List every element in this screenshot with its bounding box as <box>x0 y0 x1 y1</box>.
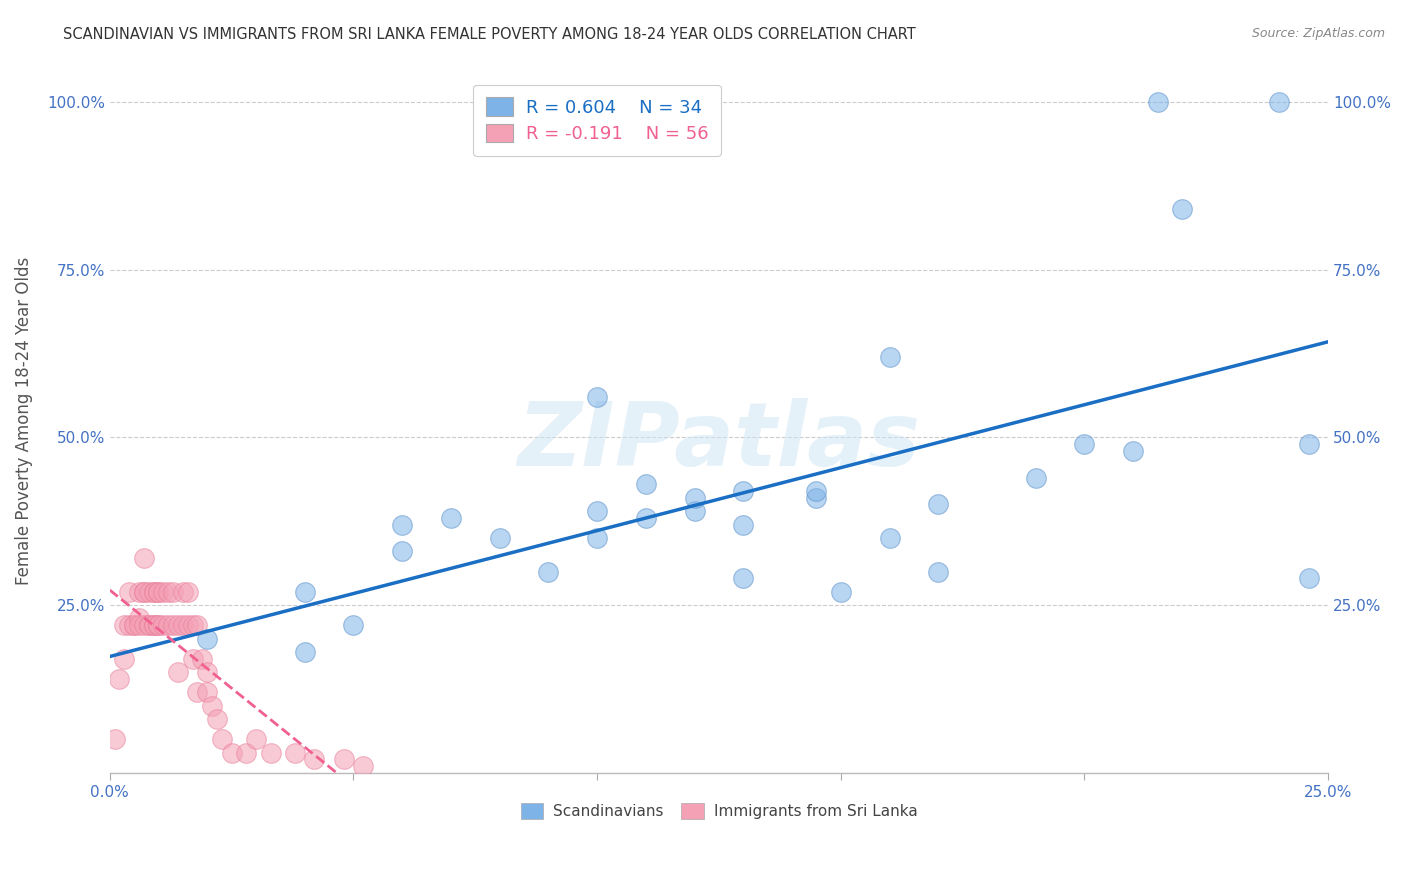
Point <box>128 611 150 625</box>
Point <box>391 544 413 558</box>
Point <box>191 651 214 665</box>
Point <box>132 584 155 599</box>
Point <box>1146 95 1168 109</box>
Point <box>108 672 131 686</box>
Point <box>879 350 901 364</box>
Point <box>128 618 150 632</box>
Point <box>201 698 224 713</box>
Point <box>142 618 165 632</box>
Point <box>1073 437 1095 451</box>
Point <box>167 618 190 632</box>
Point <box>245 732 267 747</box>
Point <box>284 746 307 760</box>
Point <box>683 504 706 518</box>
Point <box>927 565 949 579</box>
Point <box>733 517 755 532</box>
Point <box>586 504 609 518</box>
Point <box>132 584 155 599</box>
Point <box>118 618 141 632</box>
Point <box>195 665 218 680</box>
Point <box>342 618 364 632</box>
Point <box>162 618 184 632</box>
Point <box>927 498 949 512</box>
Point <box>332 752 354 766</box>
Point <box>352 759 374 773</box>
Point <box>1268 95 1291 109</box>
Point <box>304 752 326 766</box>
Point <box>148 584 170 599</box>
Y-axis label: Female Poverty Among 18-24 Year Olds: Female Poverty Among 18-24 Year Olds <box>15 257 32 585</box>
Point <box>138 618 160 632</box>
Text: ZIPatlas: ZIPatlas <box>517 398 921 485</box>
Point <box>104 732 127 747</box>
Point <box>1122 443 1144 458</box>
Point <box>122 618 145 632</box>
Point <box>830 584 852 599</box>
Point <box>132 551 155 566</box>
Point <box>181 618 204 632</box>
Point <box>259 746 281 760</box>
Point <box>391 517 413 532</box>
Point <box>683 491 706 505</box>
Point <box>112 651 135 665</box>
Point <box>138 618 160 632</box>
Point <box>195 632 218 646</box>
Point <box>142 584 165 599</box>
Point <box>142 618 165 632</box>
Point <box>205 712 228 726</box>
Point <box>128 584 150 599</box>
Point <box>235 746 257 760</box>
Point <box>167 665 190 680</box>
Point <box>152 618 174 632</box>
Point <box>118 584 141 599</box>
Point <box>162 584 184 599</box>
Point <box>177 618 200 632</box>
Point <box>1298 571 1320 585</box>
Point <box>1025 470 1047 484</box>
Point <box>148 584 170 599</box>
Point <box>440 511 463 525</box>
Point <box>181 651 204 665</box>
Text: SCANDINAVIAN VS IMMIGRANTS FROM SRI LANKA FEMALE POVERTY AMONG 18-24 YEAR OLDS C: SCANDINAVIAN VS IMMIGRANTS FROM SRI LANK… <box>63 27 917 42</box>
Point <box>132 618 155 632</box>
Point <box>634 477 657 491</box>
Point <box>634 511 657 525</box>
Point <box>157 584 180 599</box>
Point <box>148 618 170 632</box>
Point <box>172 584 194 599</box>
Point <box>148 618 170 632</box>
Point <box>138 584 160 599</box>
Point <box>294 645 316 659</box>
Point <box>152 584 174 599</box>
Point <box>172 618 194 632</box>
Point <box>806 484 828 499</box>
Point <box>879 531 901 545</box>
Point <box>142 584 165 599</box>
Legend: Scandinavians, Immigrants from Sri Lanka: Scandinavians, Immigrants from Sri Lanka <box>515 797 924 825</box>
Point <box>586 390 609 404</box>
Point <box>1298 437 1320 451</box>
Point <box>488 531 510 545</box>
Point <box>112 618 135 632</box>
Point <box>221 746 243 760</box>
Point <box>177 584 200 599</box>
Point <box>157 618 180 632</box>
Point <box>537 565 560 579</box>
Point <box>211 732 233 747</box>
Point <box>122 618 145 632</box>
Point <box>186 618 208 632</box>
Point <box>806 491 828 505</box>
Text: Source: ZipAtlas.com: Source: ZipAtlas.com <box>1251 27 1385 40</box>
Point <box>195 685 218 699</box>
Point <box>586 531 609 545</box>
Point <box>294 584 316 599</box>
Point <box>1171 202 1194 217</box>
Point <box>733 484 755 499</box>
Point <box>733 571 755 585</box>
Point <box>186 685 208 699</box>
